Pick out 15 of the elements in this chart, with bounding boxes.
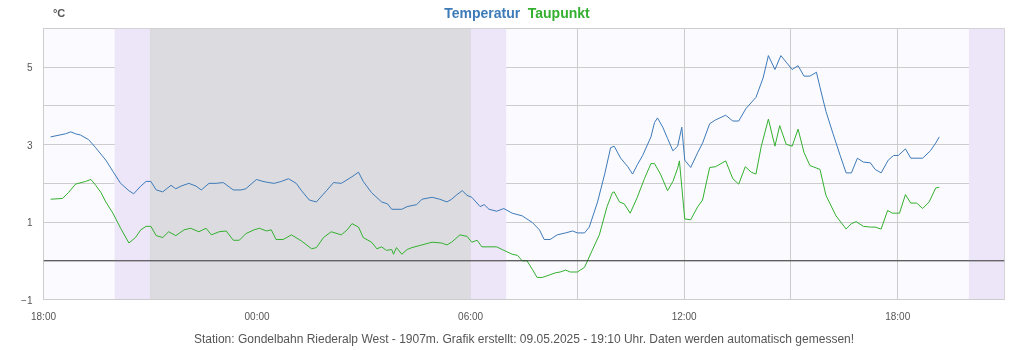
x-tick-label: 18:00 [30, 310, 57, 322]
text: Taupunkt [527, 4, 591, 21]
y-tick-label: 3 [26, 139, 33, 151]
text: Temperatur [444, 4, 521, 21]
text: Station: Gondelbahn Riederalp West - 1907m. Grafik erstellt: 09.05.2025 - 19:10 Uhr. Daten werden automatisch gemessen! [193, 331, 855, 346]
y-tick-label: 5 [26, 62, 33, 74]
x-tick-label: 18:00 [885, 310, 911, 322]
x-tick-label: 12:00 [671, 310, 698, 322]
x-tick-label: 00:00 [244, 310, 271, 322]
line-series [50, 118, 940, 278]
y-tick-label: 1 [26, 217, 33, 229]
y-tick-label: −1 [21, 294, 33, 306]
y-axis-title: °C [52, 6, 66, 19]
line-series [50, 55, 940, 240]
x-tick-label: 06:00 [458, 310, 484, 322]
